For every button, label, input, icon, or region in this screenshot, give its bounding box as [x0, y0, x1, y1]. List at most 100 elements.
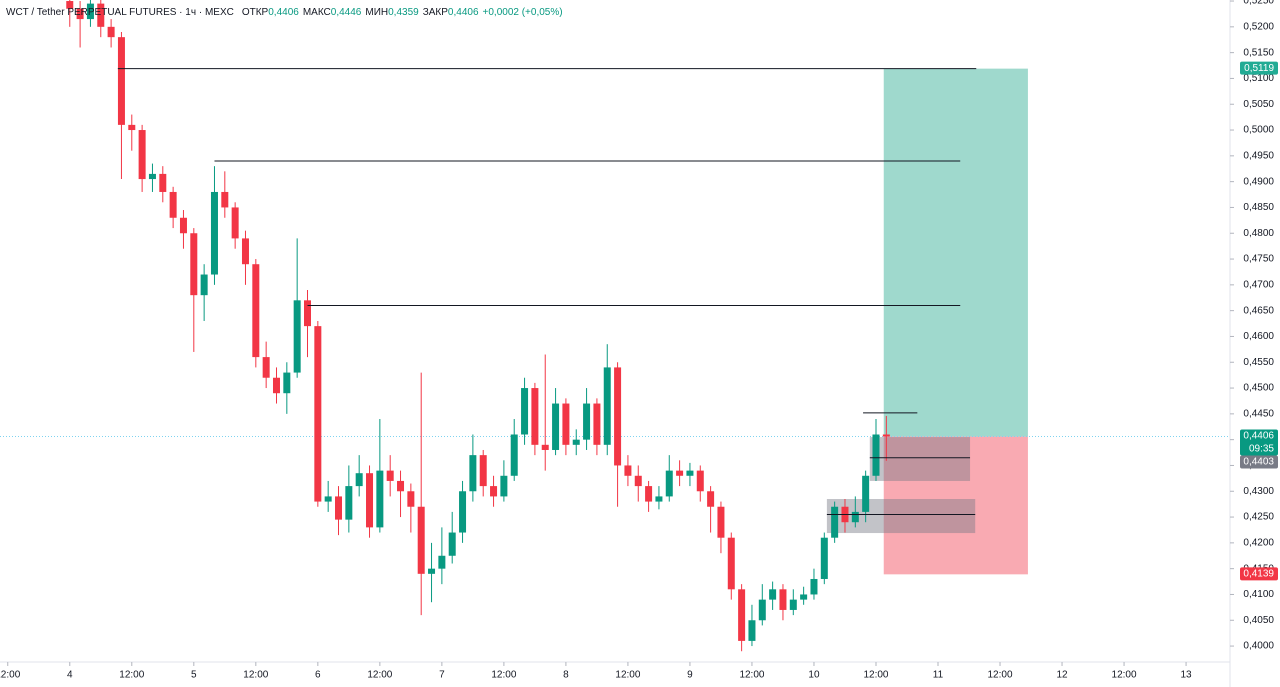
x-tick-label: 12:00	[243, 670, 268, 681]
candle-body	[552, 403, 560, 450]
candle-body	[107, 26, 115, 38]
candle-body	[655, 496, 663, 502]
ohlc-label: ОТКР	[242, 7, 269, 18]
candle-body	[490, 486, 498, 497]
candle-body	[624, 465, 632, 476]
position-profit	[883, 68, 1028, 437]
zone	[826, 498, 976, 534]
candle-body	[862, 475, 870, 512]
x-tick-label: 5	[191, 670, 197, 681]
header: WCT / Tether PERPETUAL FUTURES · 1ч · ME…	[6, 7, 563, 18]
ohlc-value: 0,4406	[448, 7, 479, 18]
candle-body	[572, 439, 580, 445]
ohlc-label: МАКС	[303, 7, 331, 18]
candle-body	[231, 207, 239, 239]
candle-body	[479, 455, 487, 487]
x-tick-label: 10	[808, 670, 820, 681]
candle-body	[293, 300, 301, 373]
y-tick-label: 0,5100	[1243, 73, 1274, 84]
x-tick-label: 9	[687, 670, 693, 681]
candle-body	[397, 480, 405, 492]
symbol-title: WCT / Tether PERPETUAL FUTURES · 1ч · ME…	[6, 7, 234, 18]
price-change: +0,0002 (+0,05%)	[483, 7, 563, 18]
candle-body	[138, 130, 146, 180]
candle-body	[117, 37, 125, 125]
candle-body	[314, 326, 322, 502]
candle-body	[851, 511, 859, 523]
x-tick-label: 7	[439, 670, 445, 681]
price-label: 0,4139	[1243, 568, 1274, 579]
y-tick-label: 0,4100	[1243, 589, 1274, 600]
x-tick-label: 12:00	[739, 670, 764, 681]
x-tick-label: 12:00	[367, 670, 392, 681]
ohlc-label: МИН	[365, 7, 388, 18]
x-tick-label: 12:00	[0, 670, 21, 681]
y-tick-label: 0,4600	[1243, 331, 1274, 342]
candle-body	[748, 620, 756, 641]
candle-body	[262, 357, 270, 378]
x-tick-label: 12:00	[988, 670, 1013, 681]
y-tick-label: 0,4000	[1243, 641, 1274, 652]
ohlc-value: 0,4359	[388, 7, 419, 18]
candle-body	[500, 475, 508, 497]
candle-body	[562, 403, 570, 445]
candle-body	[800, 594, 808, 600]
candle-body	[221, 191, 229, 208]
price-label-time: 09:35	[1249, 444, 1274, 455]
plot-area	[0, 0, 1230, 652]
candle-body	[66, 1, 74, 9]
y-tick-label: 0,5000	[1243, 125, 1274, 136]
x-tick-label: 12:00	[863, 670, 888, 681]
candle-body	[686, 470, 694, 476]
x-tick-label: 12:00	[119, 670, 144, 681]
candle-body	[593, 403, 601, 445]
y-tick-label: 0,4750	[1243, 254, 1274, 265]
ohlc-label: ЗАКР	[423, 7, 449, 18]
y-tick-label: 0,4900	[1243, 176, 1274, 187]
ohlc-value: 0,4446	[331, 7, 362, 18]
header-text: WCT / Tether PERPETUAL FUTURES · 1ч · ME…	[6, 7, 563, 18]
x-tick-label: 12	[1056, 670, 1068, 681]
x-tick-label: 6	[315, 670, 321, 681]
candle-body	[376, 470, 384, 528]
x-tick-label: 13	[1181, 670, 1193, 681]
x-tick-label: 12:00	[1112, 670, 1137, 681]
candle-body	[665, 470, 673, 497]
candle-body	[769, 589, 777, 600]
y-tick-label: 0,4650	[1243, 305, 1274, 316]
x-tick-label: 12:00	[615, 670, 640, 681]
candle-body	[676, 470, 684, 476]
candle-body	[335, 496, 343, 520]
price-label-box	[1240, 455, 1278, 469]
candle-body	[252, 264, 260, 358]
ohlc-value: 0,4406	[268, 7, 299, 18]
y-tick-label: 0,5050	[1243, 99, 1274, 110]
candle-body	[634, 475, 642, 487]
price-label-box	[1240, 429, 1278, 456]
candle-body	[76, 8, 84, 20]
candle-body	[366, 473, 374, 528]
y-tick-label: 0,4250	[1243, 512, 1274, 523]
candle-body	[872, 434, 880, 476]
y-tick-label: 0,5150	[1243, 47, 1274, 58]
candle-body	[210, 191, 218, 275]
candle-body	[738, 589, 746, 641]
candle-body	[179, 217, 187, 234]
candle-body	[727, 537, 735, 590]
candle-body	[717, 506, 725, 538]
candle-body	[241, 238, 249, 265]
candle-body	[438, 555, 446, 569]
candle-body	[510, 434, 518, 476]
candle-body	[200, 274, 208, 296]
price-label-box	[1240, 61, 1278, 75]
candle-body	[531, 388, 539, 445]
price-label: 0,4403	[1243, 457, 1274, 468]
y-tick-label: 0,5250	[1243, 0, 1274, 7]
candle-body	[448, 532, 456, 556]
y-tick-label: 0,4700	[1243, 279, 1274, 290]
candle-body	[645, 486, 653, 502]
